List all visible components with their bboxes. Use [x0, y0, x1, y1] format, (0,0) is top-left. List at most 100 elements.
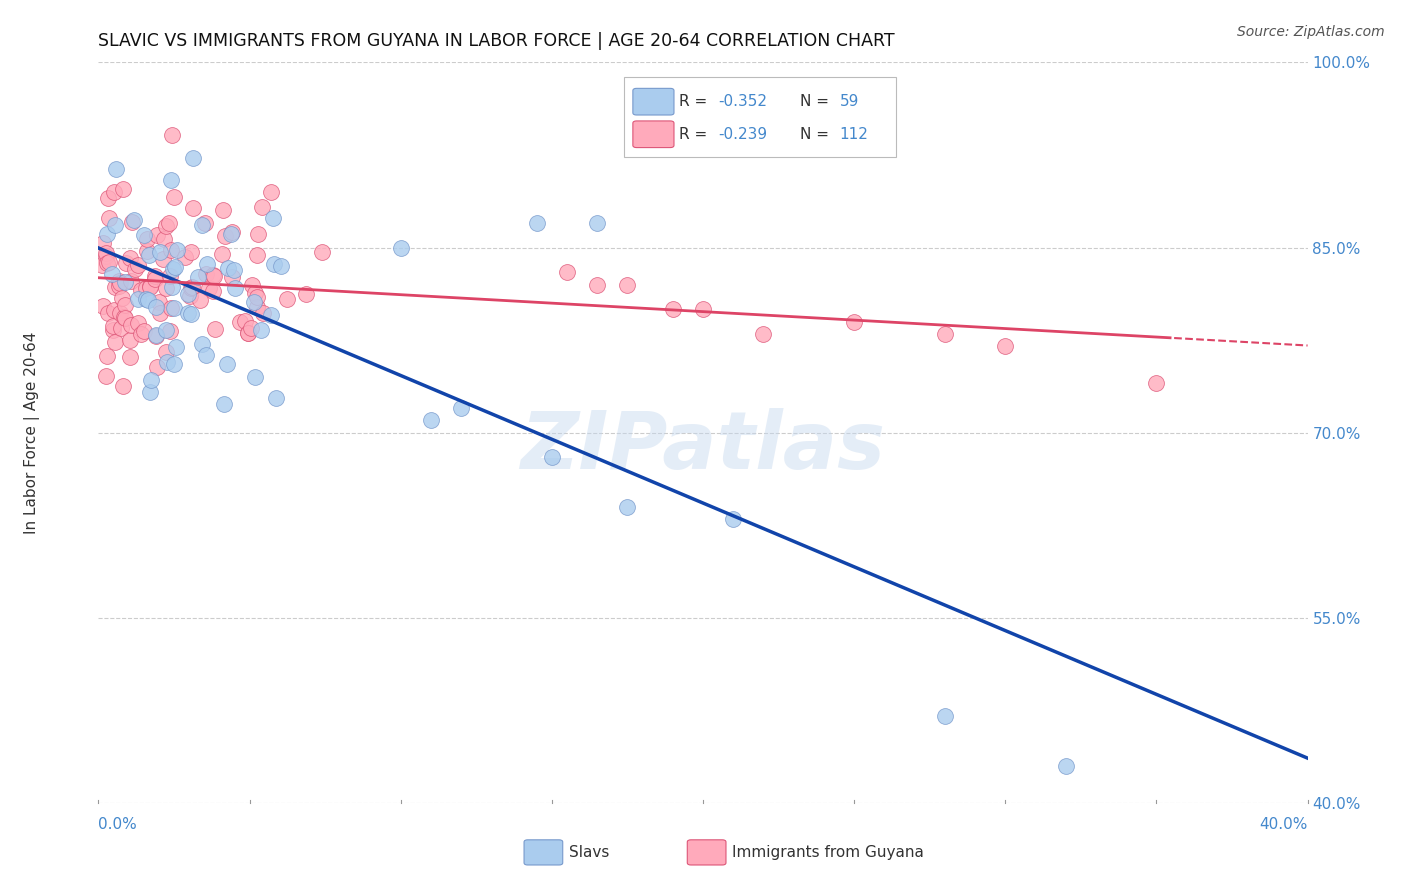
Point: [202, 268, 225, 283]
Point: [262, 211, 284, 226]
Point: [934, 709, 956, 723]
Point: [181, 280, 204, 294]
Point: [121, 215, 143, 229]
Point: [180, 307, 202, 321]
Point: [311, 244, 333, 259]
Point: [127, 258, 149, 272]
Point: [197, 257, 219, 271]
Point: [135, 293, 157, 307]
Point: [190, 218, 212, 232]
Point: [263, 257, 285, 271]
Point: [181, 201, 204, 215]
Point: [188, 293, 211, 308]
Point: [118, 333, 141, 347]
Point: [103, 302, 125, 317]
Point: [114, 311, 136, 326]
Point: [135, 281, 157, 295]
Point: [120, 274, 142, 288]
Point: [145, 328, 167, 343]
Text: R =: R =: [679, 95, 711, 109]
Point: [252, 306, 274, 320]
Point: [135, 244, 157, 259]
Point: [104, 162, 127, 177]
Point: [148, 244, 170, 259]
Point: [555, 265, 578, 279]
Point: [264, 391, 287, 405]
Point: [132, 324, 155, 338]
Text: R =: R =: [679, 127, 711, 142]
Point: [136, 231, 159, 245]
Text: In Labor Force | Age 20-64: In Labor Force | Age 20-64: [24, 332, 39, 533]
FancyBboxPatch shape: [633, 121, 673, 147]
Point: [160, 128, 183, 142]
Point: [221, 227, 243, 241]
Text: 0.0%: 0.0%: [98, 817, 138, 831]
Point: [149, 305, 172, 319]
Point: [180, 281, 202, 295]
Point: [139, 279, 162, 293]
Point: [201, 284, 224, 298]
Point: [187, 270, 209, 285]
Point: [160, 243, 183, 257]
Point: [94, 246, 117, 260]
Point: [155, 344, 177, 359]
Point: [586, 216, 609, 230]
Point: [139, 280, 162, 294]
Point: [239, 321, 262, 335]
Point: [159, 268, 181, 283]
Point: [108, 277, 131, 291]
Point: [145, 329, 167, 343]
Point: [108, 278, 131, 293]
Point: [212, 203, 235, 218]
Point: [222, 263, 245, 277]
Point: [162, 262, 184, 277]
Point: [224, 281, 246, 295]
Point: [97, 191, 120, 205]
Point: [246, 248, 269, 262]
Point: [157, 216, 180, 230]
Point: [243, 295, 266, 310]
Text: 59: 59: [839, 95, 859, 109]
Point: [111, 182, 134, 196]
Point: [934, 326, 956, 341]
Point: [276, 293, 298, 307]
Point: [211, 247, 233, 261]
Point: [163, 190, 186, 204]
Point: [450, 401, 472, 415]
Point: [100, 268, 122, 282]
Point: [139, 384, 162, 399]
Point: [194, 348, 217, 362]
Point: [152, 252, 174, 266]
Text: N =: N =: [800, 95, 834, 109]
Point: [260, 186, 283, 200]
Point: [112, 310, 135, 324]
Point: [118, 351, 141, 365]
Point: [246, 301, 269, 315]
Point: [194, 267, 217, 281]
Point: [1054, 758, 1077, 772]
Point: [108, 306, 131, 320]
Text: -0.239: -0.239: [718, 127, 768, 142]
Point: [616, 277, 638, 292]
Point: [94, 249, 117, 263]
Point: [389, 240, 412, 255]
Point: [160, 280, 183, 294]
FancyBboxPatch shape: [633, 88, 673, 115]
Text: ZIPatlas: ZIPatlas: [520, 409, 886, 486]
Point: [1144, 376, 1167, 391]
Point: [260, 308, 283, 322]
Text: SLAVIC VS IMMIGRANTS FROM GUYANA IN LABOR FORCE | AGE 20-64 CORRELATION CHART: SLAVIC VS IMMIGRANTS FROM GUYANA IN LABO…: [98, 32, 896, 50]
Point: [246, 290, 269, 304]
Point: [217, 260, 239, 275]
Point: [124, 261, 146, 276]
Point: [236, 326, 259, 340]
Point: [91, 236, 114, 251]
Point: [96, 227, 118, 241]
Point: [249, 323, 271, 337]
Text: Source: ZipAtlas.com: Source: ZipAtlas.com: [1237, 25, 1385, 39]
Text: 112: 112: [839, 127, 869, 142]
Point: [526, 216, 548, 230]
Point: [420, 413, 443, 427]
Point: [221, 225, 243, 239]
Point: [156, 355, 179, 369]
